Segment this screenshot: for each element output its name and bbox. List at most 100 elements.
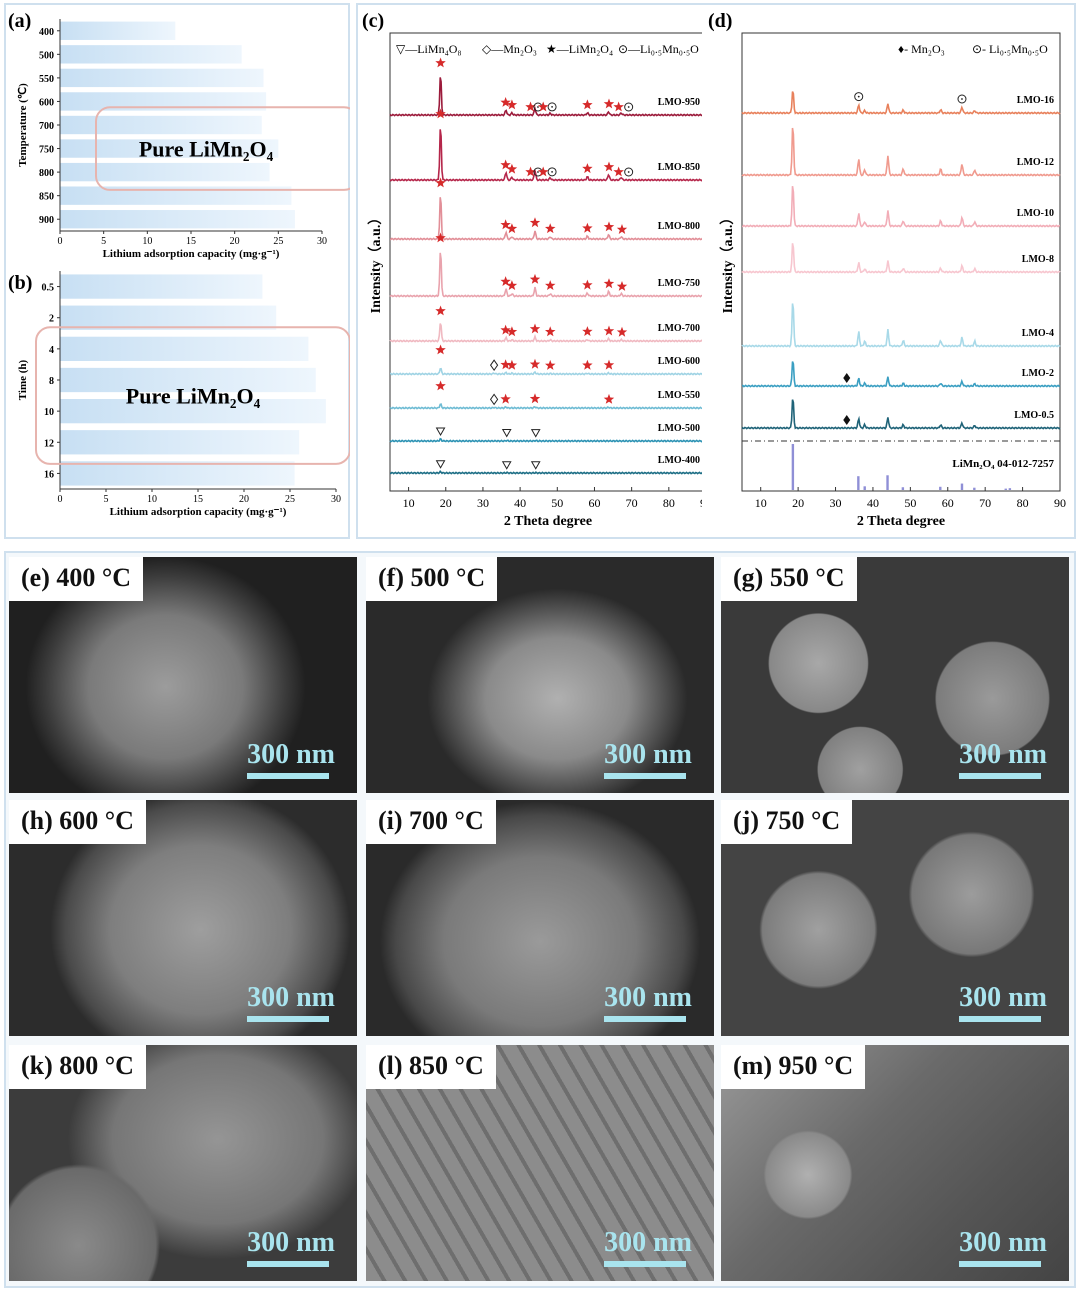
star-marker [506, 280, 518, 290]
tick-label-x: 80 [1017, 496, 1029, 510]
tick-label-x: 30 [331, 494, 341, 505]
reference-label: LiMn₂O₄ 04-012-7257 [952, 458, 1054, 470]
series-LMO-400: LMO-400 [389, 455, 707, 475]
series-LMO-750: LMO-750 [389, 232, 707, 298]
series-line [741, 303, 1061, 348]
tick-label-y: 900 [39, 215, 54, 226]
legend-entry: ◇—Mn₂O₃ [482, 42, 537, 56]
star-marker [525, 101, 536, 112]
legend-entry: ♦- Mn₂O₃ [898, 42, 945, 56]
scale-bar [247, 1261, 329, 1267]
tick-label-x: 0 [58, 236, 63, 247]
tick-label-x: 15 [193, 494, 203, 505]
tick-label-x: 10 [403, 496, 415, 510]
sem-label: (l) 850 °C [366, 1045, 496, 1089]
sem-image-800: (k) 800 °C 300 nm [9, 1045, 357, 1281]
series-label: LMO-500 [658, 423, 700, 434]
star-marker [500, 324, 511, 335]
bar [60, 162, 270, 182]
reference-stick [1004, 488, 1007, 490]
tick-label-x: 30 [830, 496, 842, 510]
star-marker [529, 393, 541, 404]
series-LMO-700: LMO-700 [389, 305, 707, 343]
star-marker [500, 219, 511, 230]
star-marker [435, 232, 446, 243]
series-LMO-500: LMO-500 [389, 423, 707, 443]
tick-label-y: 12 [44, 438, 54, 449]
tick-label-y: 750 [39, 145, 54, 156]
series-line [742, 361, 1061, 388]
frame-c [356, 3, 718, 539]
star-marker [616, 281, 628, 291]
panel-label: (c) [362, 10, 384, 32]
star-marker [529, 323, 541, 334]
bar [60, 139, 279, 158]
series-LMO-10: LMO-10 [741, 185, 1061, 228]
scale-bar-label: 300 nm [604, 982, 692, 1013]
tick-label-x: 15 [186, 236, 196, 247]
star-marker [506, 223, 518, 234]
scale-bar [604, 1016, 686, 1022]
odot-center [857, 95, 860, 98]
series-line [390, 367, 707, 376]
star-marker [435, 177, 446, 188]
star-marker [603, 325, 615, 336]
series-label: LMO-950 [658, 97, 700, 108]
series-line [389, 197, 707, 241]
star-marker [500, 97, 511, 107]
star-marker [537, 101, 549, 112]
tick-label-x: 30 [477, 496, 489, 510]
star-marker [603, 161, 615, 172]
series-label: LMO-16 [1017, 95, 1054, 106]
tick-label-x: 40 [867, 496, 879, 510]
star-marker [545, 359, 556, 370]
tick-label-x: 40 [514, 496, 526, 510]
series-line [389, 323, 707, 343]
sem-label: (j) 750 °C [721, 800, 853, 844]
tick-label-y: 8 [49, 376, 54, 387]
series-line [741, 127, 1061, 177]
reference-stick [939, 486, 942, 490]
series-line [741, 185, 1061, 228]
sem-image-600: (h) 600 °C 300 nm [9, 800, 357, 1036]
sem-label: (g) 550 °C [721, 557, 857, 601]
x-axis-label: Lithium adsorption capacity (mg·g⁻¹) [103, 248, 280, 260]
series-LMO-850: LMO-850 [389, 108, 707, 182]
x-axis-label: 2 Theta degree [857, 514, 945, 529]
panel-label: (b) [8, 272, 32, 294]
series-line [389, 437, 707, 443]
tick-label-y: 10 [44, 407, 54, 418]
series-LMO-2: LMO-2 [742, 361, 1061, 388]
star-marker [500, 159, 511, 170]
legend-entry: ★—LiMn₂O₄ [546, 42, 613, 56]
y-axis-label: Intensity（a.u.） [368, 211, 384, 314]
diamond-marker [489, 359, 499, 372]
bar [60, 21, 176, 40]
bar [60, 68, 264, 88]
tick-label-x: 5 [101, 236, 106, 247]
odot-center [537, 106, 539, 108]
series-label: LMO-8 [1022, 254, 1054, 265]
tick-label-x: 20 [440, 496, 452, 510]
reference-stick [886, 475, 889, 490]
series-label: LMO-850 [658, 162, 700, 173]
tick-label-x: 50 [904, 496, 916, 510]
annotation: Pure LiMn₂O₄ [139, 137, 274, 162]
bar [60, 274, 263, 299]
star-marker [545, 280, 556, 290]
star-marker [435, 344, 446, 355]
series-label: LMO-400 [658, 455, 700, 466]
y-axis-label: Time (h) [17, 359, 29, 400]
tick-label-y: 600 [39, 97, 54, 108]
scale-bar-label: 300 nm [604, 739, 692, 770]
tick-label-x: 90 [1054, 496, 1066, 510]
tick-label-x: 20 [239, 494, 249, 505]
odot-marker [624, 167, 634, 177]
tick-label-y: 550 [39, 74, 54, 85]
scale-bar [247, 1016, 329, 1022]
tick-label-y: 400 [39, 27, 54, 38]
star-marker [506, 326, 518, 337]
star-marker [506, 359, 518, 370]
star-marker [582, 99, 593, 110]
annotation: Pure LiMn₂O₄ [126, 384, 261, 409]
